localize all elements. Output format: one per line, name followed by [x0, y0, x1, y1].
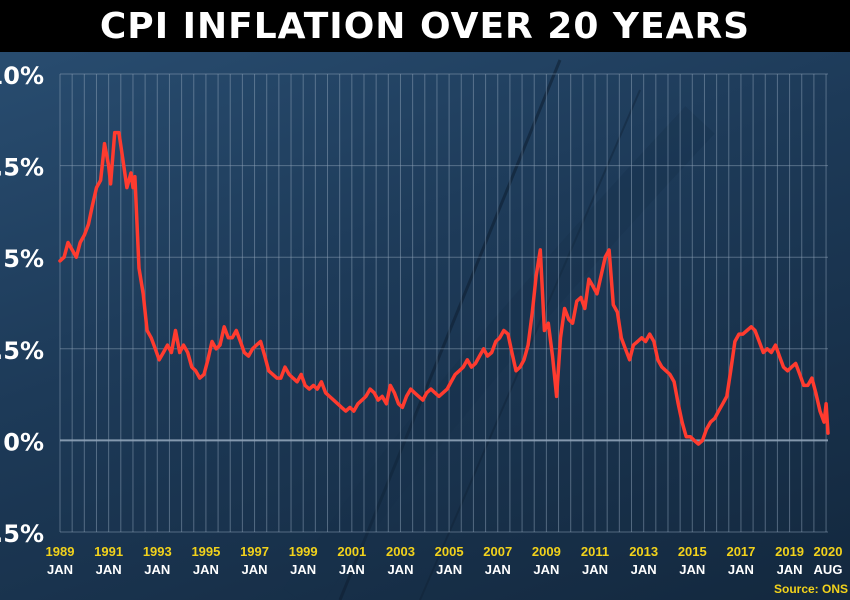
x-tick-label-month: JAN: [193, 562, 219, 577]
title-bar: CPI INFLATION OVER 20 YEARS: [0, 0, 850, 52]
background-texture: [283, 59, 715, 600]
x-tick-label-month: JAN: [533, 562, 559, 577]
y-tick-label: 7.5%: [0, 154, 44, 182]
x-tick-label-year: 2003: [386, 544, 415, 559]
x-tick-label-year: 2011: [581, 544, 609, 559]
x-tick-label-year: 2009: [532, 544, 561, 559]
x-tick-label-year: 2013: [629, 544, 658, 559]
y-axis-labels: 10% 7.5% 5% 2.5% 0% -2.5%: [0, 62, 44, 548]
x-tick-label-month: AUG: [814, 562, 843, 577]
x-tick-label-year: 1989: [46, 544, 75, 559]
cpi-series-line: [58, 130, 830, 446]
x-tick-label-year: 2020: [814, 544, 843, 559]
x-tick-label-month: JAN: [679, 562, 705, 577]
source-note: Source: ONS: [773, 582, 848, 596]
x-tick-label-year: 2007: [483, 544, 512, 559]
x-tick-label-month: JAN: [144, 562, 170, 577]
x-tick-label-year: 1999: [289, 544, 318, 559]
x-tick-label-month: JAN: [485, 562, 511, 577]
x-tick-label-month: JAN: [728, 562, 754, 577]
y-tick-label: -2.5%: [0, 520, 44, 548]
x-tick-label-year: 2005: [435, 544, 464, 559]
x-tick-label-month: JAN: [339, 562, 365, 577]
x-tick-label-year: 2017: [726, 544, 755, 559]
grid-lines: [59, 73, 828, 533]
x-tick-label-year: 2001: [337, 544, 366, 559]
x-tick-label-year: 1995: [191, 544, 220, 559]
y-tick-label: 5%: [3, 245, 44, 273]
x-tick-label-month: JAN: [631, 562, 657, 577]
y-tick-label: 10%: [0, 62, 44, 90]
x-tick-label-year: 1991: [94, 544, 123, 559]
x-tick-label-month: JAN: [777, 562, 803, 577]
x-tick-label-year: 2015: [678, 544, 707, 559]
chart-title: CPI INFLATION OVER 20 YEARS: [99, 5, 751, 47]
x-tick-label-year: 1997: [240, 544, 269, 559]
y-tick-label: 0%: [3, 428, 44, 456]
x-tick-label-month: JAN: [47, 562, 73, 577]
x-tick-label-month: JAN: [582, 562, 608, 577]
x-axis-labels: 1989 JAN 1991 JAN 1993 JAN 1995 JAN 1997 JAN 1999 J…: [46, 544, 843, 577]
x-tick-label-month: JAN: [436, 562, 462, 577]
x-tick-label-year: 1993: [143, 544, 172, 559]
x-tick-label-year: 2019: [775, 544, 804, 559]
x-tick-label-month: JAN: [387, 562, 413, 577]
x-tick-label-month: JAN: [290, 562, 316, 577]
x-tick-label-month: JAN: [242, 562, 268, 577]
x-tick-label-month: JAN: [96, 562, 122, 577]
y-tick-label: 2.5%: [0, 337, 44, 365]
